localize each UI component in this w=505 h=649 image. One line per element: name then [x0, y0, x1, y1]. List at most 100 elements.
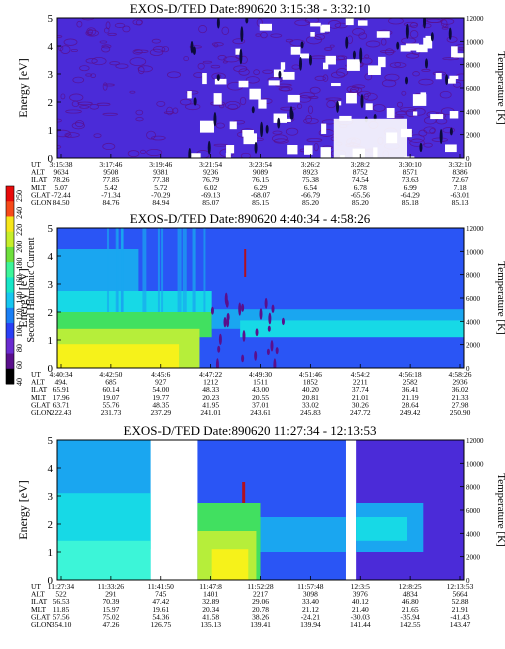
colorbar-swatch: [6, 277, 14, 294]
y2-tick-label: 4000: [466, 530, 481, 538]
table-row-label: UT: [31, 582, 41, 591]
table-cell: 85.18: [402, 198, 419, 207]
table-cell: 3:26:2: [301, 160, 320, 169]
y2-tick-label: 12000: [466, 437, 484, 445]
table-cell: 75.38: [302, 175, 319, 184]
table-cell: -35.94: [400, 612, 420, 621]
table-cell: 84.76: [102, 198, 119, 207]
table-cell: 142.55: [400, 620, 421, 629]
table-cell: 247.72: [350, 408, 371, 417]
table-cell: 19.07: [102, 393, 119, 402]
table-cell: 6.54: [304, 183, 317, 192]
table-row-label: GLAT: [31, 190, 51, 199]
colorbar-label: Second Harmonic Current: [26, 237, 37, 342]
table-row-label: GLON: [31, 408, 52, 417]
table-cell: -68.07: [251, 190, 271, 199]
table-cell: 3:19:46: [149, 160, 172, 169]
y2-axis-label: Temperature [K]: [495, 261, 505, 334]
table-cell: 9634: [54, 168, 69, 177]
table-row-label: ALT: [31, 168, 45, 177]
table-cell: 5.07: [54, 183, 67, 192]
table-cell: 21.91: [452, 605, 469, 614]
colorbar-tick-label: 120: [15, 308, 24, 320]
table-cell: -24.21: [301, 612, 321, 621]
table-cell: 685: [105, 378, 117, 387]
panel-3: EXOS-D/TED Date:890620 11:27:34 - 12:13:…: [16, 423, 505, 629]
y2-axis-label: Temperature [K]: [495, 473, 505, 546]
y2-tick-label: 0: [466, 155, 470, 163]
table-row-label: MLT: [31, 605, 47, 614]
table-cell: 245.83: [300, 408, 321, 417]
table-cell: 5.42: [104, 183, 117, 192]
y2-tick-label: 2000: [466, 132, 481, 140]
table-cell: -66.79: [301, 190, 321, 199]
table-cell: 20.23: [202, 393, 219, 402]
table-cell: 3:30:10: [399, 160, 422, 169]
table-cell: 4:56:18: [399, 370, 422, 379]
y-tick-label: 1: [48, 125, 54, 137]
y2-tick-label: 6000: [466, 507, 481, 515]
colorbar-swatch: [6, 368, 14, 385]
table-cell: 3:17:46: [99, 160, 122, 169]
table-cell: 222.43: [51, 408, 72, 417]
table-cell: -64.29: [400, 190, 420, 199]
y-tick-label: 4: [48, 463, 54, 475]
y-tick-label: 0: [48, 575, 54, 587]
table-cell: 291: [105, 590, 117, 599]
table-cell: 135.13: [200, 620, 221, 629]
table-cell: 21.40: [352, 605, 369, 614]
heatmap-field: [57, 440, 464, 580]
table-cell: 85.07: [202, 198, 219, 207]
table-cell: 40.12: [352, 597, 369, 606]
table-cell: 522: [55, 590, 67, 599]
table-cell: -63.01: [450, 190, 470, 199]
table-cell: 4834: [403, 590, 418, 599]
table-cell: 494.: [54, 378, 67, 387]
colorbar-tick-label: 240: [15, 207, 24, 219]
table-cell: 77.85: [102, 175, 119, 184]
table-cell: 41.95: [202, 400, 219, 409]
colorbar-swatch: [6, 201, 14, 217]
table-cell: 41.58: [202, 612, 219, 621]
colorbar-swatch: [6, 292, 14, 309]
table-cell: 1852: [303, 378, 318, 387]
table-cell: 4:49:30: [249, 370, 272, 379]
table-cell: 927: [155, 378, 167, 387]
table-cell: 143.47: [450, 620, 471, 629]
table-cell: 249.42: [400, 408, 421, 417]
table-cell: 11:41:50: [148, 582, 175, 591]
table-cell: 11:33:26: [98, 582, 125, 591]
table-cell: 12:3:5: [351, 582, 370, 591]
table-row-label: GLAT: [31, 612, 51, 621]
table-cell: -70.29: [151, 190, 171, 199]
table-cell: 47.26: [102, 620, 119, 629]
y-axis-label: Energy [eV]: [16, 480, 30, 539]
colorbar-tick-label: 140: [15, 291, 24, 303]
table-cell: 21.33: [452, 393, 469, 402]
table-cell: 3:15:38: [50, 160, 73, 169]
table-cell: 231.73: [101, 408, 122, 417]
table-cell: 37.74: [352, 385, 369, 394]
colorbar-tick-label: 250: [15, 190, 24, 202]
table-cell: 19.77: [152, 393, 169, 402]
table-cell: 745: [155, 590, 167, 599]
y2-tick-label: 0: [466, 577, 470, 585]
table-cell: 73.63: [402, 175, 419, 184]
y-tick-label: 1: [48, 547, 54, 559]
table-cell: 4:54:2: [351, 370, 370, 379]
y-tick-label: 1: [48, 335, 54, 347]
table-cell: 19.61: [152, 605, 169, 614]
colorbar-tick-label: 100: [15, 325, 24, 337]
table-cell: -65.56: [351, 190, 371, 199]
y-tick-label: 5: [48, 223, 54, 235]
y-axis-label: Energy [eV]: [16, 58, 30, 117]
table-cell: 8571: [403, 168, 418, 177]
table-cell: 77.38: [152, 175, 169, 184]
table-cell: 9508: [103, 168, 118, 177]
table-row-label: MLT: [31, 183, 47, 192]
y-tick-label: 2: [48, 519, 54, 531]
table-cell: 21.01: [352, 393, 369, 402]
colorbar-swatch: [6, 338, 14, 355]
table-cell: 7.18: [453, 183, 466, 192]
